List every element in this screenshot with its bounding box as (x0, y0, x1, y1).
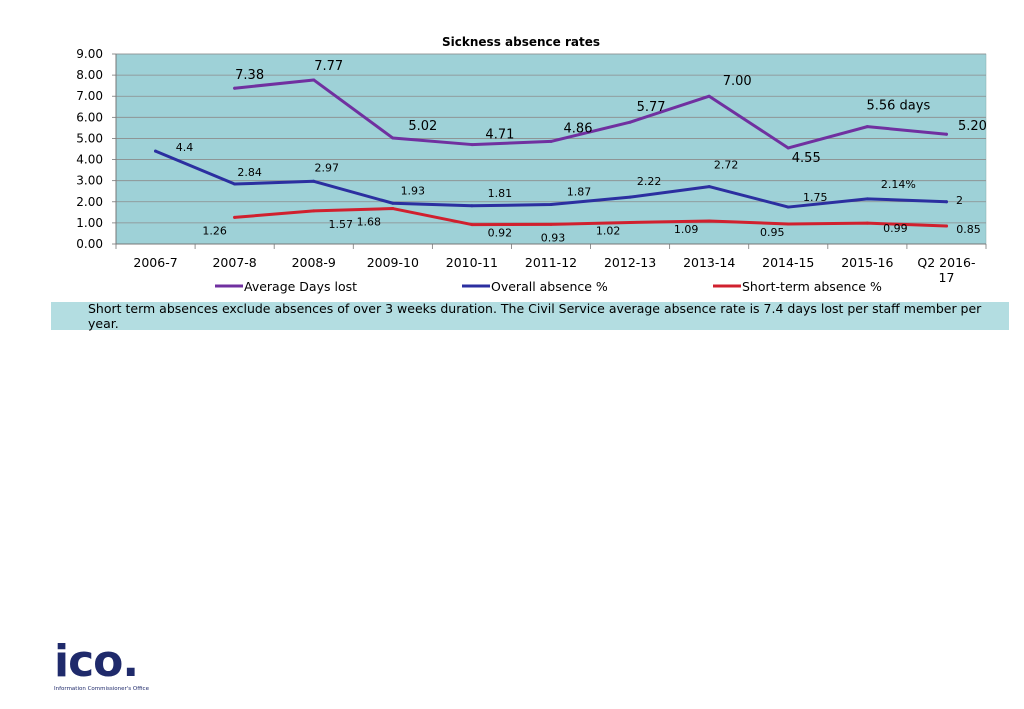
x-tick-label: 2011-12 (525, 255, 577, 270)
data-label: 2.22 (637, 175, 662, 188)
y-tick-label: 9.00 (76, 47, 103, 61)
data-label: 0.95 (760, 226, 785, 239)
x-tick-label: 2008-9 (292, 255, 336, 270)
data-point (470, 223, 474, 227)
data-label: 2.97 (314, 161, 339, 174)
series-lines (154, 78, 948, 228)
x-tick-label: 2009-10 (367, 255, 419, 270)
chart-title: Sickness absence rates (442, 35, 600, 49)
y-tick-label: 1.00 (76, 216, 103, 230)
data-label: 4.71 (485, 128, 514, 143)
data-point (628, 220, 632, 224)
data-label: 2.84 (237, 166, 262, 179)
legend-label: Average Days lost (244, 279, 357, 294)
data-label: 5.77 (637, 100, 666, 115)
x-tick-label: 2007-8 (212, 255, 256, 270)
data-label: 7.77 (314, 59, 343, 74)
data-label: 4.55 (792, 151, 821, 166)
y-tick-label: 6.00 (76, 110, 103, 124)
data-point (707, 185, 711, 189)
data-label: 0.92 (488, 227, 513, 240)
x-tick-label: Q2 2016-17 (917, 255, 975, 285)
data-label: 1.26 (202, 224, 227, 237)
legend: Average Days lost Overall absence % Short-… (215, 279, 882, 294)
data-label: 1.57 (328, 218, 353, 231)
data-point (707, 219, 711, 223)
footnote: Short term absences exclude absences of … (51, 301, 1009, 331)
data-point (549, 203, 553, 207)
data-label: 0.85 (956, 223, 981, 236)
y-tick-label: 7.00 (76, 89, 103, 103)
data-label: 5.20 (958, 119, 987, 134)
data-label: 5.56 days (866, 99, 930, 114)
axes: 0.00 1.00 2.00 3.00 4.00 5.00 6.00 7.00 8.00 9.00… (76, 47, 987, 285)
data-point (786, 205, 790, 209)
data-point (707, 94, 711, 98)
data-label: 7.38 (235, 68, 264, 83)
data-point (391, 207, 395, 211)
data-label: 1.81 (488, 187, 513, 200)
data-label: 1.02 (596, 224, 621, 237)
logo-word: ico. (54, 636, 139, 687)
data-point (944, 200, 948, 204)
x-tick-label: 2006-7 (133, 255, 177, 270)
data-point (233, 182, 237, 186)
footnote-text: Short term absences exclude absences of … (88, 301, 982, 331)
data-point (312, 209, 316, 213)
x-tick-label: 2015-16 (841, 255, 893, 270)
data-point (470, 204, 474, 208)
y-tick-label: 2.00 (76, 195, 103, 209)
data-point (549, 222, 553, 226)
data-point (312, 78, 316, 82)
data-labels: 7.38 7.77 5.02 4.71 4.86 5.77 7.00 4.55 5.56 day… (176, 59, 987, 244)
data-point (628, 120, 632, 124)
data-label: 1.09 (674, 223, 699, 236)
data-point (391, 136, 395, 140)
data-point (865, 125, 869, 129)
data-point (786, 146, 790, 150)
legend-label: Overall absence % (491, 279, 608, 294)
data-label: 1.75 (803, 191, 828, 204)
data-point (233, 215, 237, 219)
data-point (312, 179, 316, 183)
y-tick-label: 5.00 (76, 131, 103, 145)
y-tick-label: 0.00 (76, 237, 103, 251)
data-point (470, 143, 474, 147)
data-label: 1.93 (401, 184, 426, 197)
sickness-absence-chart: Sickness absence rates 0.00 1.00 2.00 3.00 4… (76, 35, 987, 294)
data-label: 0.93 (541, 231, 566, 244)
series-line (233, 207, 948, 228)
series-line (233, 78, 948, 150)
data-label: 2 (956, 194, 963, 207)
data-point (233, 86, 237, 90)
data-label: 5.02 (408, 119, 437, 134)
data-point (786, 222, 790, 226)
ico-logo: ico. Information Commissioner's Office (54, 636, 149, 693)
x-tick-label: 2014-15 (762, 255, 814, 270)
y-tick-label: 4.00 (76, 153, 103, 167)
y-tick-label: 3.00 (76, 174, 103, 188)
data-point (549, 139, 553, 143)
data-label: 7.00 (723, 74, 752, 89)
data-point (865, 221, 869, 225)
logo-subtitle: Information Commissioner's Office (54, 686, 149, 692)
data-point (628, 195, 632, 199)
y-tick-label: 8.00 (76, 68, 103, 82)
data-point (944, 224, 948, 228)
data-label: 2.14% (881, 178, 916, 191)
legend-label: Short-term absence % (742, 279, 882, 294)
x-tick-label: 2012-13 (604, 255, 656, 270)
x-tick-label: 2010-11 (446, 255, 498, 270)
data-label: 1.68 (357, 216, 382, 229)
data-label: 1.87 (567, 186, 592, 199)
data-point (944, 132, 948, 136)
data-label: 2.72 (714, 159, 739, 172)
data-point (154, 149, 158, 153)
data-label: 0.99 (883, 222, 908, 235)
data-point (865, 197, 869, 201)
data-point (391, 201, 395, 205)
x-tick-label: 2013-14 (683, 255, 735, 270)
data-label: 4.4 (176, 141, 194, 154)
data-label: 4.86 (564, 121, 593, 136)
